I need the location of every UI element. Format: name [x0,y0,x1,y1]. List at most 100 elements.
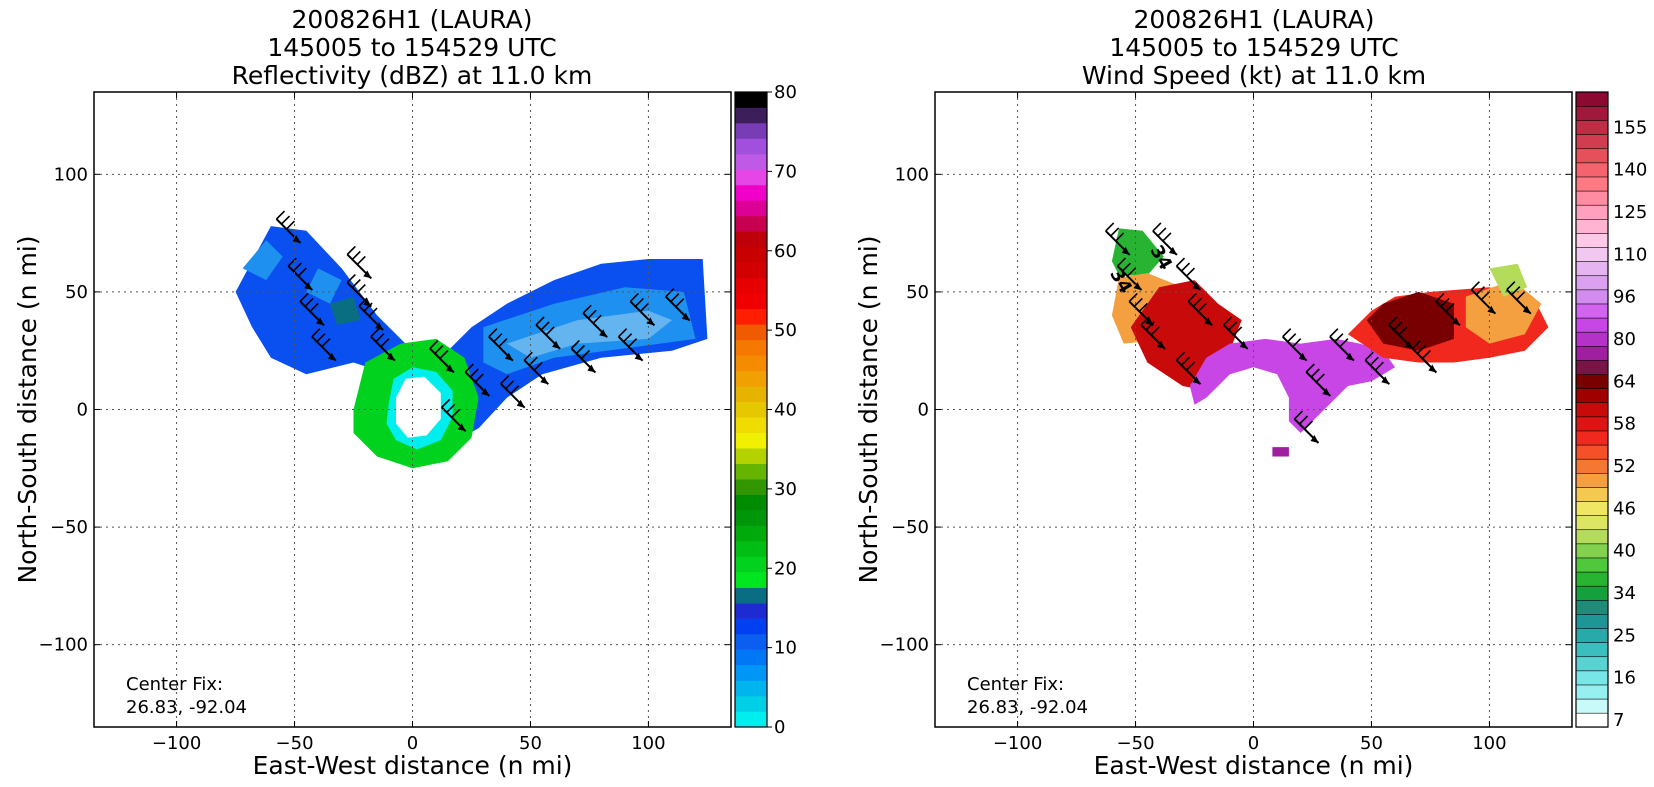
colorbar-cell [1575,303,1609,319]
colorbar-cell [735,231,767,248]
y-tick-label: −50 [891,517,929,538]
colorbar-cell [735,184,767,201]
wind-barb-16 [523,351,550,385]
colorbar-cell [1575,613,1609,629]
colorbar-cell [1575,444,1609,460]
colorbar-cell [1575,105,1609,121]
colorbar-cell [1575,486,1609,502]
colorbar-tick-label: 52 [1613,456,1636,477]
wind-barb-4 [346,274,373,308]
center-fix-line-2: 26.83, -92.04 [126,697,247,718]
wind-barb-13 [629,292,656,327]
y-tick-label: 0 [918,400,929,421]
colorbar-tick-label: 40 [1613,541,1636,562]
colorbar-tick-label: 70 [774,161,797,182]
y-tick-label: 50 [65,282,88,303]
wind-barb-17 [1364,351,1391,385]
data-region-4 [329,296,361,325]
colorbar-cell [735,680,767,697]
colorbar-tick-label: 50 [774,320,797,341]
colorbar: 7 16 25 34 40 46 52 58 64 80 96 110 125 140 155 [1575,91,1647,731]
colorbar-frame [1575,91,1609,728]
colorbar-cell [1575,289,1609,305]
colorbar-cell [1575,373,1609,389]
colorbar-cell [735,541,767,557]
colorbar-cell [1575,91,1609,107]
wind-barb-8 [370,328,396,362]
chart-title-line-2: 145005 to 154529 UTC [267,33,556,62]
colorbar-cell [735,277,767,294]
wind-barb-1 [275,210,302,244]
wind-barb-18 [1411,339,1438,374]
colorbar-tick-label: 0 [774,717,785,738]
colorbar-tick-label: 25 [1613,625,1636,646]
wind-barb-14 [1470,281,1497,315]
colorbar-tick-label: 60 [774,241,797,262]
wind-barb-19 [440,398,467,433]
colorbar-cell [735,556,767,573]
colorbar-tick-label: 16 [1613,668,1636,689]
colorbar-cell [1575,599,1609,615]
colorbar-cell [1575,176,1609,192]
colorbar-cell [735,448,767,465]
colorbar-cell [1575,275,1609,291]
wind-barb-19 [1293,410,1320,444]
colorbar-cell [735,308,767,325]
colorbar-cell [1575,232,1609,248]
y-tick-label: 100 [54,164,88,185]
chart-title-line-3: Reflectivity (dBZ) at 11.0 km [232,61,593,90]
colorbar-tick-label: 30 [774,479,797,500]
colorbar-cell [1575,402,1609,418]
wind-barb-14 [665,288,691,322]
wind-barb-7 [311,328,337,362]
colorbar-tick-label: 10 [774,638,797,659]
colorbar-tick-label: 46 [1613,498,1636,519]
colorbar-cell [1575,162,1609,178]
colorbar-cell [1575,317,1609,333]
colorbar-cell [1575,529,1609,545]
wind-barb-12 [582,304,608,338]
data-region-2 [242,240,283,281]
x-tick-label: 50 [1360,733,1383,754]
colorbar-cell [735,463,767,480]
wind-barb-11 [535,316,561,350]
wind-barb-15 [464,363,491,397]
colorbar-cell [735,355,767,372]
y-tick-label: −100 [880,635,929,656]
colorbar-cell [1575,388,1609,404]
colorbar-tick-label: 96 [1613,287,1636,308]
x-tick-label: −100 [993,733,1042,754]
wind-barb-13 [1435,292,1461,327]
data-region-10 [396,376,441,438]
colorbar-cell [735,92,767,108]
x-tick-label: 100 [1472,733,1506,754]
colorbar-cell [735,386,767,403]
colorbar-cell [735,711,767,728]
colorbar-cell [1575,218,1609,234]
data-region-7 [506,310,672,358]
colorbar-cell [1575,698,1609,714]
colorbar-cell [735,169,767,186]
colorbar-cell [1575,246,1609,262]
colorbar-tick-label: 34 [1613,583,1636,604]
chart-panel-1: 200826H1 (LAURA)145005 to 154529 UTCRefl… [13,5,797,780]
wind-barb-6 [358,297,384,331]
colorbar-cell [735,696,767,712]
colorbar-tick-label: 140 [1613,160,1647,181]
colorbar-cell [735,324,767,341]
colorbar-cell [735,510,767,526]
colorbar-cell [1575,543,1609,559]
colorbar: 0 10 20 30 40 50 60 70 80 [734,82,797,738]
colorbar-cell [1575,712,1609,728]
wind-barb-2 [346,245,373,280]
colorbar-cell [1575,656,1609,672]
y-tick-label: 50 [906,282,929,303]
colorbar-cell [1575,684,1609,700]
colorbar-cell [735,479,767,495]
wind-barb-15 [1506,281,1532,315]
center-fix-line-1: Center Fix: [967,674,1064,695]
colorbar-cell [1575,515,1609,531]
colorbar-cell [735,107,767,124]
wind-barb-20 [499,375,526,409]
